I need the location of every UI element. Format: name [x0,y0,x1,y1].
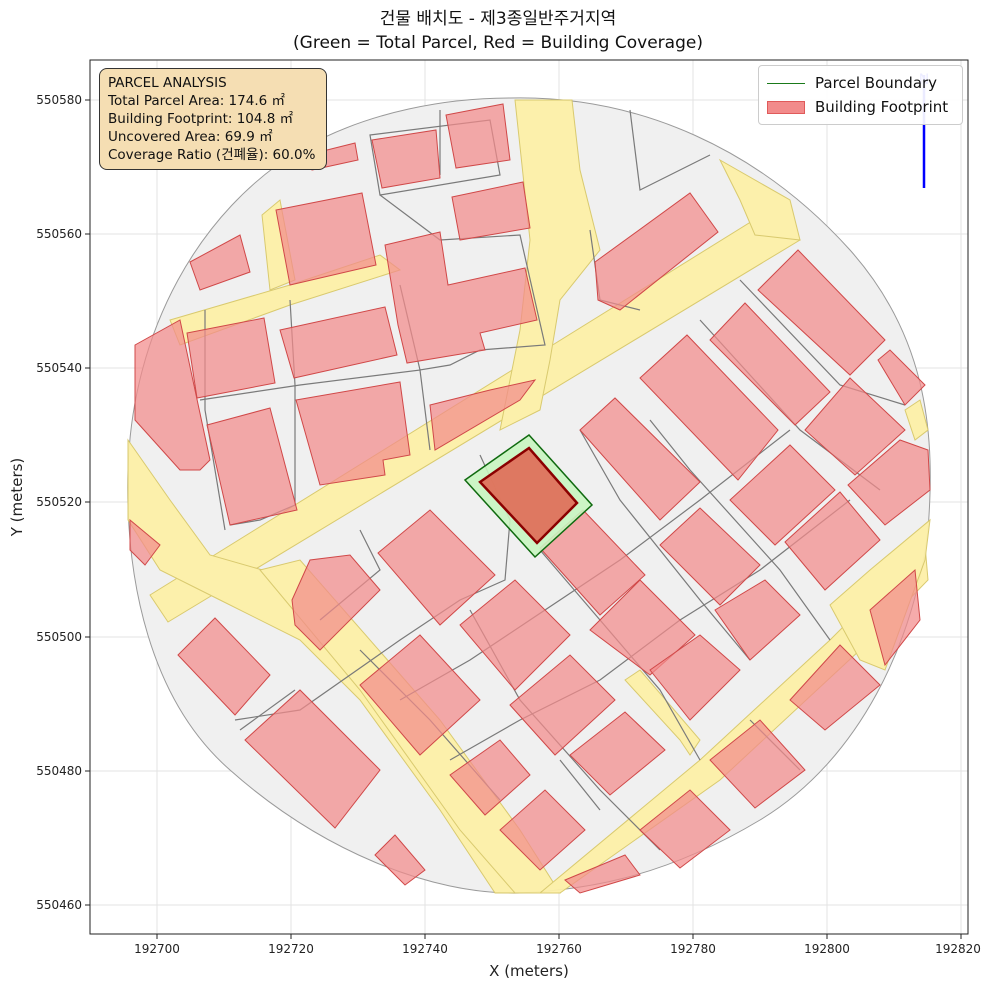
parcel-analysis-box: PARCEL ANALYSIS Total Parcel Area: 174.6… [99,68,327,170]
building [377,509,496,626]
legend-label-parcel: Parcel Boundary [815,74,938,92]
building [275,192,377,286]
x-axis-label: X (meters) [489,962,569,980]
building [279,306,398,379]
building [449,739,531,816]
building [877,349,926,406]
building [579,397,701,521]
building [134,319,211,471]
building [177,617,271,716]
building [509,654,616,756]
buildings [129,103,931,894]
building [639,334,779,481]
y-axis-label: Y (meters) [8,458,26,538]
info-uncovered: Uncovered Area: 69.9 ㎡ [108,129,273,145]
building [709,302,831,426]
y-tick-label: 550560 [36,227,82,241]
map-title: 건물 배치도 - 제3종일반주거지역 [379,9,617,29]
y-tick-label: 550580 [36,93,82,107]
legend-item-building: Building Footprint [767,97,948,117]
info-total-area: Total Parcel Area: 174.6 ㎡ [108,93,285,109]
map-subtitle: (Green = Total Parcel, Red = Building Co… [293,33,703,53]
building [129,518,161,566]
x-tick-label: 192760 [536,942,582,956]
building [714,579,801,661]
x-tick-label: 192800 [804,942,850,956]
building [445,103,511,169]
building [659,507,761,606]
info-heading: PARCEL ANALYSIS [108,75,227,91]
building [459,579,571,691]
building [451,181,531,241]
building [639,789,731,869]
plot-frame [89,59,969,935]
info-ratio: Coverage Ratio (건폐율): 60.0% [108,147,316,163]
building [869,568,921,667]
building [371,129,441,189]
road-southeast [538,543,929,894]
building [709,719,806,809]
building [564,854,641,894]
building [569,711,666,796]
legend: Parcel Boundary Building Footprint [758,65,963,125]
building [789,644,881,731]
building [429,379,537,451]
building [729,444,836,546]
building [847,439,931,526]
x-tick-label: 192700 [134,942,180,956]
building [757,249,886,376]
y-tick-marks [85,99,90,906]
building [359,634,481,756]
x-tick-label: 192740 [402,942,448,956]
y-tick-label: 550460 [36,898,82,912]
y-tick-label: 550520 [36,495,82,509]
target-building [478,446,579,545]
building [374,834,426,886]
building [206,407,298,526]
building [649,634,741,721]
x-tick-label: 192720 [268,942,314,956]
building [784,491,881,591]
building [804,377,906,476]
y-tick-label: 550480 [36,764,82,778]
building [291,554,381,651]
parcel-line-swatch [767,82,805,84]
building [295,381,411,486]
building [499,789,586,871]
x-tick-label: 192820 [935,942,981,956]
road-northeast [718,158,801,241]
legend-label-building: Building Footprint [815,98,949,116]
info-footprint: Building Footprint: 104.8 ㎡ [108,111,294,127]
building [589,579,696,676]
building [189,234,251,291]
building [594,192,719,311]
x-tick-label: 192780 [670,942,716,956]
legend-item-parcel: Parcel Boundary [767,73,937,93]
building [244,689,381,829]
road-east-spur [829,518,931,671]
road-south-connector [624,669,701,756]
x-tick-marks [156,934,962,939]
building [186,317,276,399]
building-patch-swatch [767,100,805,114]
road-east-edge [904,399,929,441]
y-tick-label: 550500 [36,630,82,644]
building [384,231,538,364]
y-tick-label: 550540 [36,361,82,375]
